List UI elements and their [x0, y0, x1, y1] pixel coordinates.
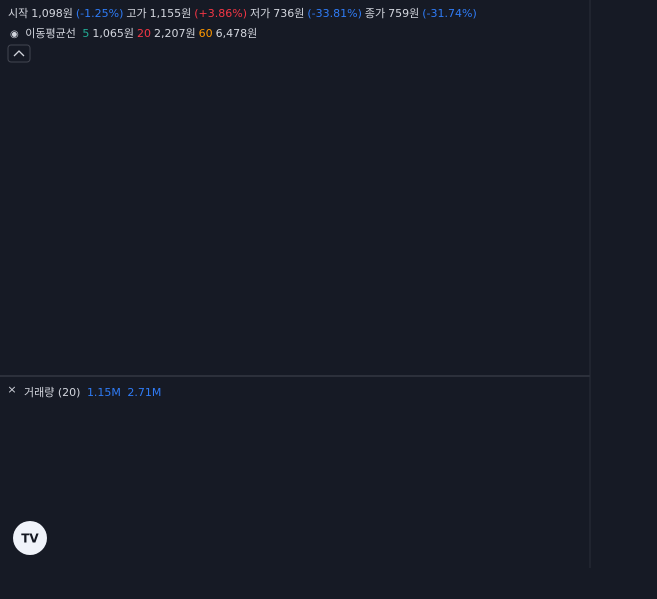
volume-stat: 1.15M	[86, 386, 121, 399]
ma-period: 20	[136, 27, 151, 40]
ma-period: 5	[82, 27, 90, 40]
collapse-button[interactable]	[7, 44, 31, 63]
ohlc-change: (-31.74%)	[422, 7, 477, 20]
ma-value: 6,478원	[215, 27, 258, 40]
collapse-icon	[13, 50, 25, 57]
ohlc-value: 1,098원	[31, 7, 73, 20]
volume-title: 거래량 (20)	[24, 386, 81, 399]
ohlc-value: 736원	[273, 7, 305, 20]
ma-legend: ◉ 이동평균선 5 1,065원 20 2,207원 60 6,478원	[10, 25, 260, 41]
ma-legend-title: 이동평균선	[25, 27, 76, 40]
eye-icon[interactable]: ◉	[10, 29, 19, 40]
volume-legend: 거래량 (20) 1.15M 2.71M	[24, 384, 164, 400]
close-icon: ×	[7, 383, 16, 396]
ohlc-value: 759원	[388, 7, 420, 20]
ma-value: 2,207원	[153, 27, 196, 40]
ohlc-label: 종가	[364, 7, 386, 20]
ohlc-label: 고가	[126, 7, 147, 20]
ohlc-change: (-1.25%)	[75, 7, 124, 20]
ohlc-header: 시작 1,098원 (-1.25%) 고가 1,155원 (+3.86%) 저가 736원 (-…	[8, 5, 480, 21]
ma-period: 60	[198, 27, 213, 40]
ohlc-value: 1,155원	[149, 7, 192, 20]
ohlc-label: 시작	[8, 7, 29, 20]
volume-stat: 2.71M	[127, 386, 162, 399]
logo[interactable]	[13, 521, 47, 555]
ohlc-change: (-33.81%)	[307, 7, 362, 20]
close-button[interactable]	[5, 383, 19, 397]
ohlc-change: (+3.86%)	[194, 7, 247, 20]
logo-text: TV	[21, 532, 39, 546]
ohlc-label: 저가	[250, 7, 271, 20]
ma-value: 1,065원	[92, 27, 134, 40]
